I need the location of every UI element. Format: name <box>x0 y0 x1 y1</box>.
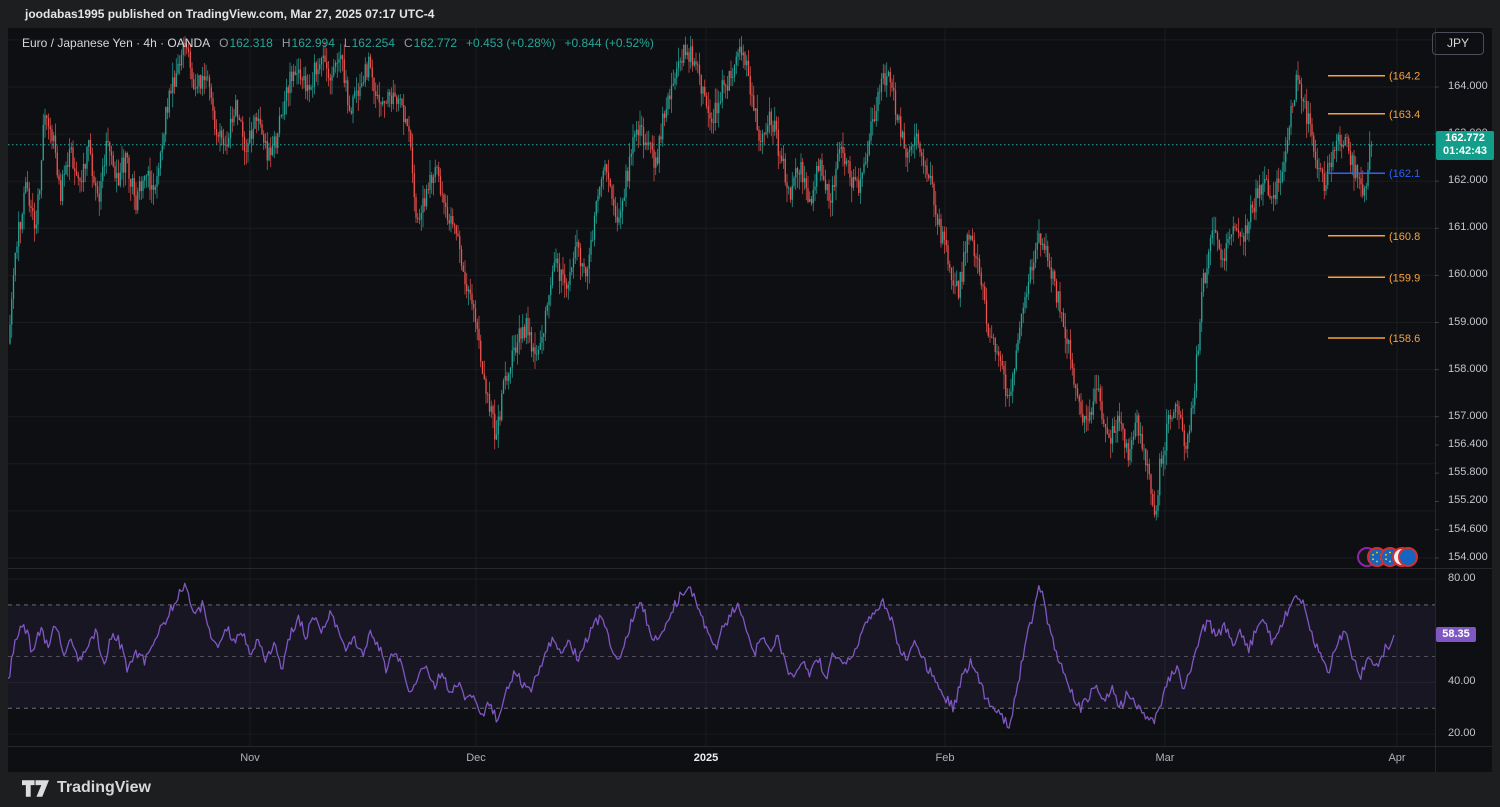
time-axis-label: Dec <box>466 752 486 764</box>
ohlc-high-label: H <box>281 36 291 50</box>
chart-canvas[interactable]: (164.2 (163.4 (162.1 (160.8 (159.9 (158.6 <box>8 28 1492 772</box>
pivot-level-label: (160.8 <box>1389 231 1420 243</box>
pivot-level-label: (164.2 <box>1389 71 1420 83</box>
rsi-value-badge: 58.35 <box>1436 627 1476 642</box>
chart-card: (164.2 (163.4 (162.1 (160.8 (159.9 (158.6 Eur… <box>8 28 1494 772</box>
time-axis-label: 2025 <box>693 752 719 764</box>
rsi-axis-label: 40.00 <box>1448 675 1476 688</box>
ohlc-close-label: C <box>403 36 413 50</box>
pivot-level-label: (163.4 <box>1389 109 1420 121</box>
time-axis-label: Mar <box>1155 752 1175 764</box>
time-axis-label: Nov <box>240 752 260 764</box>
tradingview-logo-icon <box>22 779 49 797</box>
tradingview-logo-text: TradingView <box>57 779 151 796</box>
rsi-axis-label: 80.00 <box>1448 572 1476 584</box>
publish-info-bar: joodabas1995 published on TradingView.co… <box>0 0 1500 28</box>
price-axis-label: 154.000 <box>1448 551 1488 563</box>
currency-toggle-button[interactable]: JPY <box>1432 32 1484 55</box>
price-axis-label: 155.200 <box>1448 494 1488 507</box>
rsi-band <box>8 604 1435 709</box>
ohlc-close-value: 162.772 <box>413 36 458 50</box>
current-price-value: 162.772 <box>1445 132 1485 144</box>
price-axis-label: 164.000 <box>1448 80 1488 92</box>
price-axis-label: 161.000 <box>1448 221 1488 234</box>
price-axis-label: 158.000 <box>1448 362 1488 375</box>
tradingview-logo[interactable]: TradingView <box>22 779 151 797</box>
ohlc-low-label: L <box>343 36 351 50</box>
ohlc-open-label: O <box>219 36 229 50</box>
ohlc-open-value: 162.318 <box>229 36 273 50</box>
pivot-level-label: (162.1 <box>1389 168 1420 180</box>
price-axis-label: 155.800 <box>1448 466 1488 479</box>
bar-countdown: 01:42:43 <box>1442 145 1488 157</box>
chart-legend: Euro / Japanese Yen · 4h · OANDA O162.318… <box>22 36 654 50</box>
price-axis-label: 154.600 <box>1448 522 1488 535</box>
price-scale[interactable]: 164.000163.000162.000161.000160.000159.0… <box>1435 28 1492 772</box>
symbol-logos-icon <box>1356 544 1422 570</box>
rsi-line <box>8 582 1395 729</box>
price-axis-label: 162.000 <box>1448 174 1488 187</box>
footer-bar: TradingView <box>0 772 1500 807</box>
price-axis-label: 157.000 <box>1448 409 1488 422</box>
change-extended: +0.844 (+0.52%) <box>564 36 654 50</box>
time-axis-label: Feb <box>935 752 955 764</box>
pivot-level-label: (158.6 <box>1389 333 1420 345</box>
publish-info-text: joodabas1995 published on TradingView.co… <box>25 7 435 21</box>
ohlc-high-value: 162.994 <box>291 36 335 50</box>
rsi-axis-label: 20.00 <box>1448 727 1476 740</box>
price-axis-label: 160.000 <box>1448 268 1488 281</box>
time-axis-label: Apr <box>1388 752 1406 764</box>
price-axis-label: 156.400 <box>1448 437 1488 450</box>
price-axis-label: 159.000 <box>1448 315 1488 328</box>
pivot-level-label: (159.9 <box>1389 272 1420 284</box>
symbol-title[interactable]: Euro / Japanese Yen · 4h · OANDA <box>22 36 211 50</box>
current-price-badge: 162.772 01:42:43 <box>1436 131 1494 160</box>
change-absolute: +0.453 (+0.28%) <box>466 36 556 50</box>
ohlc-low-value: 162.254 <box>351 36 395 50</box>
